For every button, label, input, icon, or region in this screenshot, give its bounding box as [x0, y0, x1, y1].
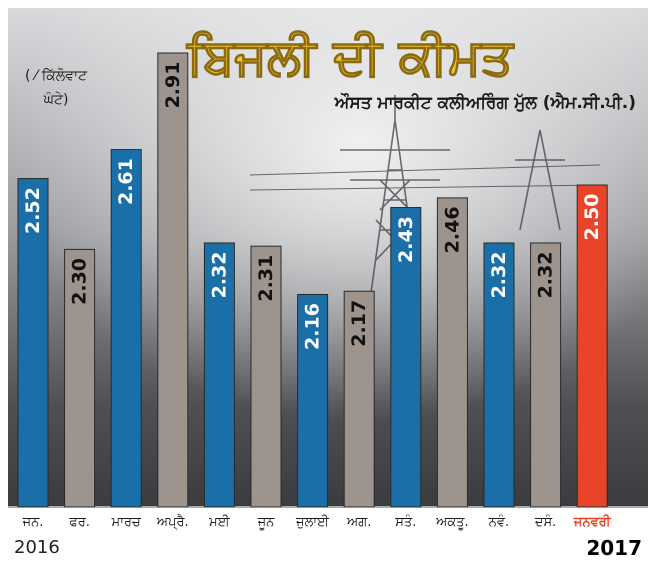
value-labels-group: 2.52 2.30 2.61 2.91 2.32 2.31 2.16 2.17 2.43 2.46… [22, 62, 603, 350]
category-label: ਸਤੰ. [394, 514, 416, 530]
unit-label-line1: ( ⁄ ਕਿੱਲੋਵਾਟ [25, 68, 88, 84]
bar-value-label: 2.91 [162, 62, 184, 109]
bar-value-label: 2.16 [302, 303, 324, 350]
category-label: ਅਪ੍ਰੈ. [156, 514, 189, 531]
category-labels-group: ਜਨ. ਫਰ. ਮਾਰਚ ਅਪ੍ਰੈ. ਮਈ ਜੂਨ ਜੁਲਾਈ ਅਗ. ਸਤੰ. ਅਕਤੂ. ਨਵ… [22, 514, 612, 531]
bar-value-label: 2.43 [395, 216, 417, 263]
bar [436, 197, 468, 508]
bar [157, 52, 189, 508]
bar-value-label: 2.30 [69, 258, 91, 305]
category-label: ਜੂਨ [257, 515, 275, 530]
year-start-label: 2016 [14, 537, 60, 558]
category-label: ਜਨ. [22, 515, 44, 530]
bar-value-label: 2.61 [115, 158, 137, 205]
bar [110, 149, 142, 508]
bar-value-label: 2.32 [488, 252, 510, 299]
bar-value-label: 2.32 [208, 252, 230, 299]
bar-value-label: 2.17 [348, 300, 370, 347]
chart-subtitle: ਔਸਤ ਮਾਰਕੀਟ ਕਲੀਅਰਿੰਗ ਮੁੱਲ (ਐਮ.ਸੀ.ਪੀ.) [334, 92, 636, 113]
bar [203, 242, 235, 508]
bar-value-label: 2.52 [22, 187, 44, 234]
bar-value-label: 2.31 [255, 255, 277, 302]
bar-value-label: 2.50 [581, 194, 603, 241]
category-label: ਅਗ. [346, 515, 371, 530]
category-label: ਜਨਵਰੀ [573, 514, 612, 530]
label-strip [8, 506, 648, 568]
bar [483, 242, 515, 508]
bar-value-label: 2.46 [441, 206, 463, 253]
bar-value-label: 2.32 [535, 252, 557, 299]
bar [64, 248, 96, 508]
category-label: ਫਰ. [68, 515, 90, 530]
unit-label-line2: ਘੰਟੇ) [43, 91, 69, 108]
category-label: ਜੁਲਾਈ [295, 515, 330, 530]
chart-title: ਬਿਜਲੀ ਦੀ ਕੀਮਤ [185, 28, 515, 86]
year-end-label: 2017 [586, 536, 642, 560]
bar [17, 178, 49, 508]
bar [576, 184, 608, 508]
category-label: ਮਾਰਚ [111, 515, 142, 530]
bar [250, 245, 282, 508]
category-label: ਨਵੰ. [488, 514, 509, 530]
category-label: ਮਈ [208, 515, 231, 530]
category-label: ਦਸੰ. [534, 514, 556, 530]
bar [530, 242, 562, 508]
category-label: ਅਕਤੂ. [435, 515, 469, 530]
bar [297, 293, 329, 508]
bar [343, 290, 375, 508]
bar [390, 207, 422, 508]
bars-group [17, 52, 608, 508]
